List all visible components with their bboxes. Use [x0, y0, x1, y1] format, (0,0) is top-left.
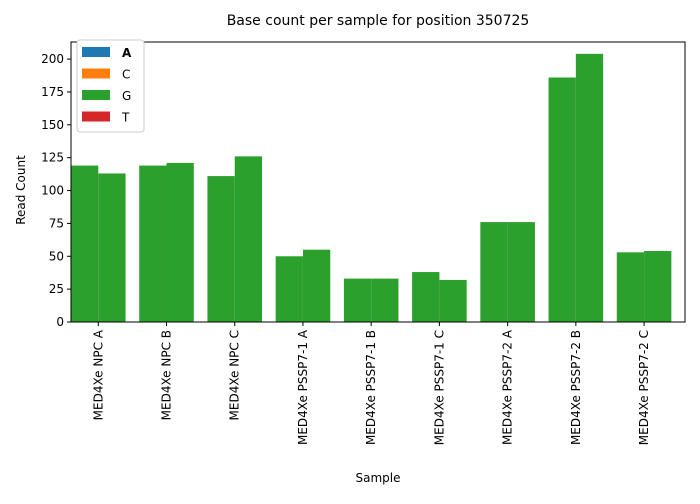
axes-layer: 0 25 50 75 100 125 150 175 200 MED4Xe NPC A MED4Xe…: [41, 41, 686, 445]
legend-label-C: C: [122, 68, 130, 82]
y-tick-label: 200: [41, 52, 64, 66]
y-tick-label: 125: [41, 151, 64, 165]
x-tick-label: MED4Xe PSSP7-2 A: [501, 329, 515, 445]
plot-frame: [70, 41, 686, 323]
y-tick-label: 150: [41, 118, 64, 132]
legend-label-T: T: [121, 111, 130, 125]
legend-box: [76, 39, 145, 133]
bar-G-8-1: [644, 251, 672, 322]
y-tick-label: 175: [41, 85, 64, 99]
chart-title: Base count per sample for position 35072…: [227, 13, 530, 29]
bar-G-6-1: [507, 222, 535, 322]
legend-swatch-C: [82, 68, 110, 79]
legend-swatch-G: [82, 90, 110, 100]
bar-G-6-0: [480, 222, 508, 322]
y-tick-label: 100: [41, 184, 64, 198]
bar-G-1-0: [139, 165, 167, 322]
bar-G-0-0: [71, 165, 99, 322]
x-tick-label: MED4Xe NPC C: [228, 330, 242, 420]
x-tick-label: MED4Xe PSSP7-2 B: [569, 330, 583, 445]
x-tick-label: MED4Xe NPC A: [91, 329, 105, 420]
bar-G-3-0: [275, 256, 303, 322]
x-tick-label: MED4Xe PSSP7-1 B: [364, 330, 378, 445]
y-tick-label: 50: [49, 249, 64, 263]
y-tick-label: 25: [49, 282, 64, 296]
bar-G-7-1: [575, 53, 604, 322]
y-tick-label: 0: [56, 315, 64, 329]
bar-G-8-0: [616, 252, 645, 322]
bar-G-2-1: [234, 156, 263, 322]
x-axis-label: Sample: [356, 471, 401, 485]
y-tick-label: 75: [49, 216, 64, 230]
legend-swatch-T: [82, 111, 110, 122]
legend-label-G: G: [122, 89, 131, 103]
bar-G-5-0: [412, 272, 440, 322]
bar-G-7-0: [548, 77, 576, 323]
bar-G-1-1: [166, 162, 194, 322]
bar-G-3-1: [302, 249, 331, 322]
bar-G-0-1: [98, 173, 126, 322]
bar-G-4-1: [371, 278, 399, 322]
x-tick-label: MED4Xe PSSP7-1 A: [296, 329, 310, 445]
x-tick-label: MED4Xe PSSP7-2 C: [637, 330, 651, 445]
bar-G-2-0: [207, 176, 235, 322]
x-tick-label: MED4Xe PSSP7-1 C: [432, 330, 446, 445]
y-axis-label: Read Count: [14, 155, 28, 225]
bars-layer: [71, 53, 672, 323]
bar-G-5-1: [439, 279, 467, 322]
x-tick-label: MED4Xe NPC B: [160, 330, 174, 420]
legend-swatch-A: [82, 47, 110, 57]
bar-G-4-0: [343, 278, 372, 322]
legend-label-A: A: [122, 46, 132, 60]
